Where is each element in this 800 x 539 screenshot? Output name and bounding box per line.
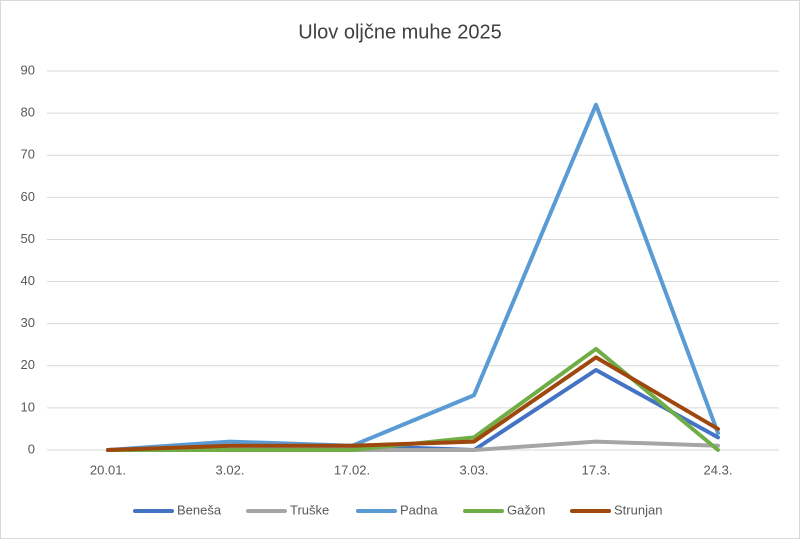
legend-label: Padna	[400, 502, 438, 517]
legend-label: Strunjan	[614, 502, 662, 517]
y-tick-label: 50	[21, 231, 35, 246]
line	[106, 355, 720, 452]
y-tick-label: 30	[21, 315, 35, 330]
y-tick-label: 20	[21, 357, 35, 372]
y-tick-label: 90	[21, 62, 35, 77]
x-tick-label: 20.01.	[90, 462, 126, 477]
y-tick-label: 80	[21, 105, 35, 120]
y-tick-label: 60	[21, 189, 35, 204]
x-tick-label: 17.3.	[582, 462, 611, 477]
y-tick-label: 40	[21, 273, 35, 288]
legend-label: Gažon	[507, 502, 545, 517]
chart-title: Ulov oljčne muhe 2025	[298, 21, 501, 43]
legend-label: Truške	[290, 502, 329, 517]
x-tick-label: 17.02.	[334, 462, 370, 477]
legend-label: Beneša	[177, 502, 222, 517]
line	[106, 102, 720, 452]
y-tick-label: 70	[21, 147, 35, 162]
x-tick-label: 24.3.	[704, 462, 733, 477]
x-tick-label: 3.03.	[460, 462, 489, 477]
y-tick-label: 10	[21, 399, 35, 414]
x-tick-label: 3.02.	[216, 462, 245, 477]
y-tick-label: 0	[28, 441, 35, 456]
